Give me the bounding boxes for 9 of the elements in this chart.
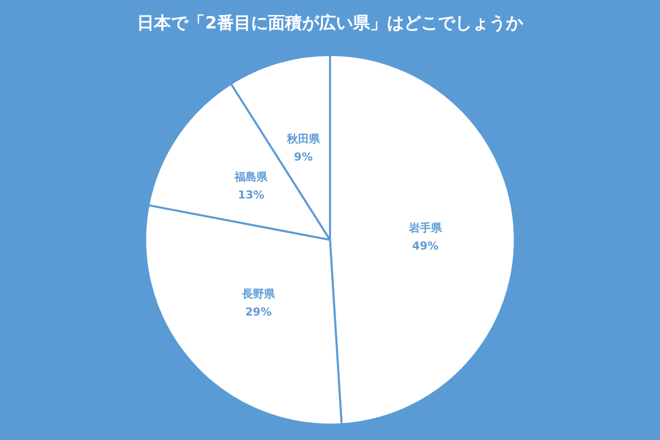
slice-label: 岩手県	[408, 221, 443, 234]
slice-label: 秋田県	[286, 132, 321, 146]
data-label: 13%	[238, 188, 264, 202]
chart-title: 日本で「2番目に面積が広い県」はどこでしょうか	[137, 14, 524, 34]
data-label: 49%	[412, 239, 439, 252]
data-label: 29%	[245, 305, 272, 318]
data-label: 9%	[294, 150, 313, 164]
slice-label: 福島県	[234, 170, 269, 184]
slice-label: 長野県	[240, 287, 276, 300]
